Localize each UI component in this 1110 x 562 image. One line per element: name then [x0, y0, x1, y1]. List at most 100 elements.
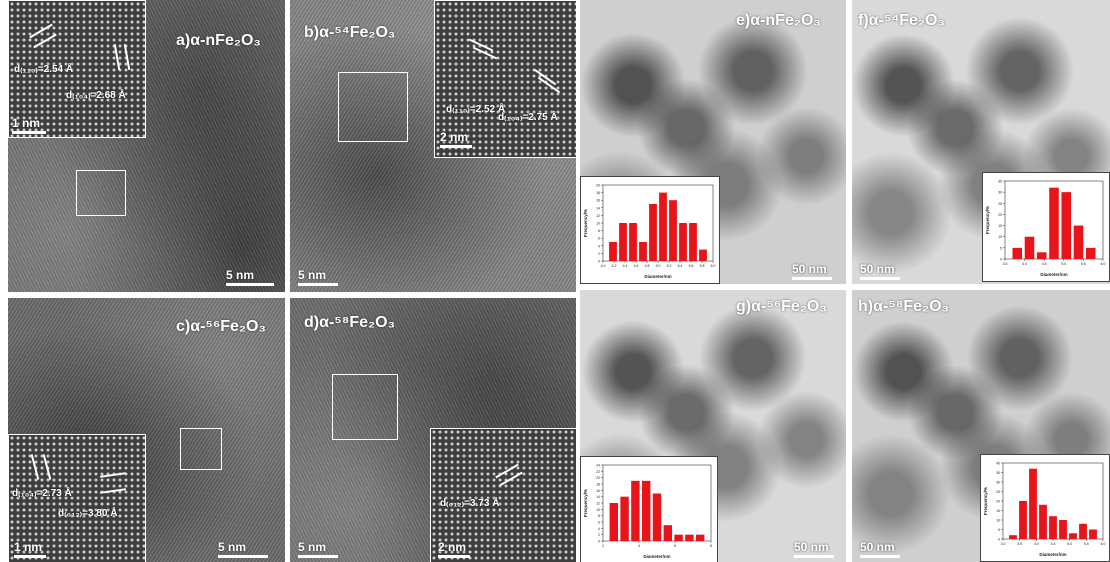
hist-y-tick-label: 18	[596, 483, 600, 487]
hist-y-tick-label: 35	[996, 471, 1000, 475]
hist-y-tick-label: 16	[596, 199, 600, 203]
hist-bar	[1024, 236, 1035, 259]
hist-y-tick-label: 8	[598, 229, 600, 233]
hist-y-tick-label: 15	[998, 224, 1002, 228]
panel-b-inset-scale-bar: 2 nm	[440, 130, 472, 148]
hist-bar	[659, 192, 667, 261]
hist-x-tick-label: 4.0	[1022, 262, 1027, 266]
hist-y-tick-label: 10	[996, 519, 1000, 523]
hist-x-tick-label: 5.5	[1081, 262, 1086, 266]
hist-bar	[652, 493, 662, 541]
hist-y-tick-label: 2	[598, 533, 600, 537]
hist-y-tick-label: 10	[596, 508, 600, 512]
hist-x-tick-label: 5.5	[1084, 542, 1089, 546]
panel-a-d-spacing-2: d₍₁₀₄₎=2.68 Å	[66, 90, 126, 101]
hist-x-tick-label: 8	[710, 544, 712, 548]
hist-x-tick-label: 5.2	[667, 264, 672, 268]
hist-y-axis-label: Frequency/%	[985, 206, 990, 234]
hist-y-tick-label: 20	[996, 500, 1000, 504]
hist-bar	[699, 249, 707, 261]
panel-d-inset-scale-bar: 2 nm	[438, 540, 470, 558]
hist-x-tick-label: 6	[674, 544, 676, 548]
panel-d-label: d)α-⁵⁸Fe₂O₃	[304, 314, 395, 331]
hist-y-tick-label: 5	[998, 528, 1000, 532]
hist-y-tick-label: 20	[596, 476, 600, 480]
hist-y-tick-label: 6	[598, 237, 600, 241]
panel-c-scale-bar: 5 nm	[218, 540, 268, 558]
hist-x-tick-label: 2	[602, 544, 604, 548]
hist-bar	[1039, 504, 1047, 539]
hist-bar	[1012, 247, 1023, 259]
panel-c-inset-scale-bar: 1 nm	[14, 540, 46, 558]
panel-c-hrtem: c)α-⁵⁶Fe₂O₃ d₍₁₀₄₎=2.73 Å d₍₀₁₂₎=3.80 Å …	[8, 298, 285, 562]
panel-g-tem: g)α-⁵⁶Fe₂O₃ 0 2 4 6 8 10 12 14 16 18 20 22 24 2 4 6 8 Dia…	[580, 290, 846, 562]
hist-y-tick-label: 0	[598, 540, 600, 544]
panel-h-label: h)α-⁵⁸Fe₂O₃	[858, 298, 949, 315]
hist-y-tick-label: 4	[598, 527, 600, 531]
panel-c-selection-box	[180, 428, 222, 470]
hist-x-tick-label: 4.4	[623, 264, 628, 268]
panel-d-hrtem: d)α-⁵⁸Fe₂O₃ d₍₀₁₂₎=3.73 Å 2 nm 5 nm	[290, 298, 576, 562]
hist-x-tick-label: 4.0	[601, 264, 606, 268]
hist-x-tick-label: 3.0	[1001, 542, 1006, 546]
panel-g-label: g)α-⁵⁶Fe₂O₃	[736, 298, 827, 315]
panel-b-d-spacing-2: d₍₁₀₄₎=2.75 Å	[498, 112, 558, 123]
hist-bar	[679, 223, 687, 261]
panel-g-scale-bar: 50 nm	[794, 540, 834, 558]
hist-bar	[1089, 529, 1097, 539]
hist-y-axis-label: Frequency/%	[983, 487, 988, 515]
hist-bar	[639, 242, 647, 261]
hist-bar	[1059, 520, 1067, 539]
hist-x-tick-label: 4	[638, 544, 640, 548]
hist-y-tick-label: 18	[596, 191, 600, 195]
hist-y-tick-label: 15	[996, 509, 1000, 513]
hist-y-tick-label: 4	[598, 244, 600, 248]
panel-e-label: e)α-nFe₂O₃	[736, 12, 821, 29]
panel-f-histogram-chart: 0 5 10 15 20 25 30 35 3.5 4.0 4.5 5.0 5.5 6.0 Diameter…	[985, 180, 1106, 278]
hist-bar	[1029, 468, 1037, 539]
hist-x-tick-label: 5.0	[1061, 262, 1066, 266]
panel-e-tem: e)α-nFe₂O₃ 0 2 4 6 8 10 12 14 16 18 20 4.0 4.2 4.4 4.6…	[580, 0, 846, 284]
hist-x-axis-label: Diameter/nm	[1039, 552, 1066, 557]
hist-bar	[629, 223, 637, 261]
hist-x-axis-label: Diameter/nm	[643, 554, 670, 559]
hist-y-tick-label: 30	[998, 191, 1002, 195]
hist-bar	[620, 496, 629, 541]
hist-x-tick-label: 6.0	[711, 264, 716, 268]
panel-d-scale-bar: 5 nm	[298, 540, 338, 558]
hist-x-tick-label: 4.6	[634, 264, 639, 268]
panel-a-hrtem: d₍₁₁₀₎=2.54 Å d₍₁₀₄₎=2.68 Å 1 nm a)α-nFe…	[8, 0, 285, 292]
panel-a-d-spacing-1: d₍₁₁₀₎=2.54 Å	[14, 64, 74, 75]
panel-b-d-spacing-1: d₍₁₁₀₎=2.52 Å	[446, 104, 506, 115]
hist-y-tick-label: 30	[996, 481, 1000, 485]
hist-x-tick-label: 5.0	[656, 264, 661, 268]
panel-a-inset	[8, 0, 146, 138]
hist-bar	[1036, 252, 1047, 259]
hist-y-tick-label: 25	[996, 490, 1000, 494]
hist-bar	[609, 242, 617, 261]
hist-y-tick-label: 16	[596, 489, 600, 493]
hist-y-tick-label: 0	[1000, 258, 1002, 262]
panel-b-hrtem: b)α-⁵⁴Fe₂O₃ d₍₁₁₀₎=2.52 Å d₍₁₀₄₎=2.75 Å …	[290, 0, 576, 292]
hist-x-tick-label: 4.5	[1042, 262, 1047, 266]
hist-bar	[689, 223, 697, 261]
hist-bar	[669, 200, 677, 261]
hist-bar	[674, 534, 683, 541]
hist-x-tick-label: 6.0	[1101, 262, 1106, 266]
panel-c-label: c)α-⁵⁶Fe₂O₃	[176, 318, 266, 335]
hist-y-tick-label: 20	[596, 184, 600, 188]
hist-x-tick-label: 5.0	[1067, 542, 1072, 546]
hist-y-tick-label: 22	[596, 470, 600, 474]
hist-y-tick-label: 25	[998, 202, 1002, 206]
hist-bar	[1061, 192, 1072, 259]
panel-f-tem: f)α-⁵⁴Fe₂O₃ 0 5 10 15 20 25 30 35 3.5 4.0 4.5 5.0 5.…	[852, 0, 1110, 284]
hist-x-tick-label: 5.8	[700, 264, 705, 268]
panel-f-scale-bar: 50 nm	[860, 262, 900, 280]
panel-f-histogram: 0 5 10 15 20 25 30 35 3.5 4.0 4.5 5.0 5.5 6.0 Diameter…	[982, 172, 1110, 282]
panel-a-inset-scale-bar: 1 nm	[12, 116, 46, 134]
hist-bar	[619, 223, 627, 261]
hist-bar	[1019, 501, 1027, 539]
hist-x-tick-label: 4.8	[645, 264, 650, 268]
hist-bar	[1049, 516, 1057, 539]
